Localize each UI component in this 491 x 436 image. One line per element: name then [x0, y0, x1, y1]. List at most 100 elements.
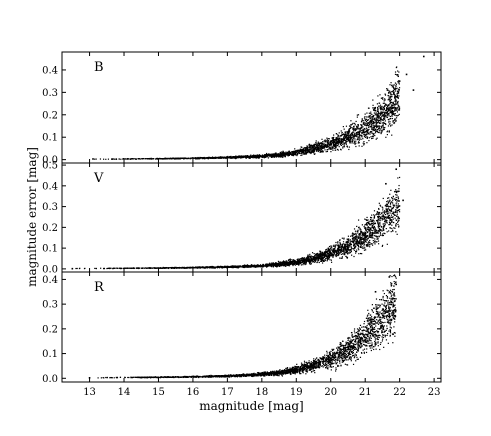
- data-point: [395, 202, 397, 204]
- data-point: [368, 115, 370, 117]
- data-point: [335, 241, 337, 244]
- data-point: [337, 251, 340, 253]
- data-point: [322, 151, 324, 153]
- data-point: [364, 228, 367, 230]
- data-point: [282, 150, 284, 152]
- data-point: [359, 227, 361, 230]
- data-point: [186, 266, 188, 269]
- data-point: [326, 145, 328, 148]
- data-point: [365, 135, 367, 137]
- data-point: [100, 267, 102, 269]
- data-point: [83, 268, 86, 270]
- data-point: [369, 117, 372, 119]
- data-point: [296, 152, 299, 155]
- data-point: [168, 267, 170, 269]
- data-point: [317, 150, 319, 152]
- data-point: [287, 152, 289, 154]
- data-point: [346, 238, 348, 240]
- data-point: [233, 156, 235, 159]
- data-point: [339, 251, 342, 253]
- data-point: [374, 232, 376, 234]
- data-point: [354, 238, 357, 240]
- data-point: [392, 195, 395, 197]
- data-point: [302, 260, 305, 262]
- data-point: [354, 133, 356, 136]
- data-point: [258, 154, 260, 156]
- data-point: [374, 109, 376, 111]
- data-point: [378, 127, 380, 130]
- data-point: [392, 84, 394, 86]
- data-point: [137, 267, 140, 270]
- data-point: [325, 146, 327, 148]
- data-point: [353, 126, 355, 128]
- data-point: [392, 107, 394, 110]
- data-point: [389, 108, 391, 110]
- data-point: [336, 144, 338, 146]
- data-point: [310, 257, 313, 259]
- data-point: [309, 148, 311, 150]
- data-point: [161, 267, 163, 269]
- data-point: [370, 131, 372, 133]
- data-point: [318, 149, 320, 151]
- data-point: [365, 136, 367, 139]
- data-point: [393, 110, 395, 112]
- data-point: [252, 154, 255, 156]
- data-point: [195, 158, 197, 160]
- data-point: [345, 135, 348, 137]
- data-point: [227, 266, 230, 268]
- data-point: [301, 152, 303, 154]
- data-point: [391, 110, 394, 112]
- data-point: [366, 216, 368, 219]
- data-point: [383, 108, 385, 110]
- data-point: [309, 253, 311, 255]
- data-point: [329, 249, 331, 252]
- data-point: [332, 136, 334, 139]
- data-point: [334, 140, 336, 142]
- data-point: [320, 260, 323, 262]
- data-point: [334, 147, 336, 149]
- data-point: [394, 110, 396, 112]
- data-point: [348, 125, 351, 127]
- data-point: [341, 143, 344, 145]
- data-point: [391, 113, 394, 115]
- data-point: [383, 121, 385, 124]
- data-point: [397, 205, 399, 207]
- data-point: [364, 233, 367, 236]
- data-point: [349, 127, 352, 129]
- data-point: [320, 145, 322, 147]
- data-point: [377, 216, 379, 218]
- data-point: [288, 154, 291, 156]
- data-point: [301, 258, 303, 261]
- data-point: [349, 142, 351, 144]
- data-point: [368, 128, 370, 131]
- data-point: [304, 257, 306, 259]
- data-point: [341, 140, 343, 143]
- data-point: [389, 95, 391, 97]
- data-point: [346, 252, 349, 254]
- data-point: [291, 263, 294, 266]
- data-point: [361, 242, 363, 244]
- data-point: [352, 132, 354, 134]
- data-point: [238, 155, 240, 157]
- data-point: [257, 154, 259, 157]
- data-point: [374, 243, 376, 245]
- data-point: [381, 97, 383, 99]
- data-point: [325, 254, 327, 256]
- data-point: [353, 245, 355, 247]
- data-point: [298, 259, 300, 261]
- data-point: [376, 118, 378, 120]
- data-point: [380, 97, 382, 99]
- data-point: [330, 261, 333, 263]
- data-point: [371, 226, 373, 228]
- data-point: [359, 229, 361, 231]
- data-point: [375, 112, 377, 114]
- data-point: [283, 264, 285, 267]
- data-point: [273, 155, 275, 157]
- data-point: [211, 156, 214, 158]
- data-point: [375, 138, 377, 140]
- data-point: [354, 124, 356, 126]
- data-point: [350, 235, 352, 237]
- data-point: [294, 153, 296, 156]
- data-point: [363, 141, 365, 143]
- data-point: [304, 147, 306, 149]
